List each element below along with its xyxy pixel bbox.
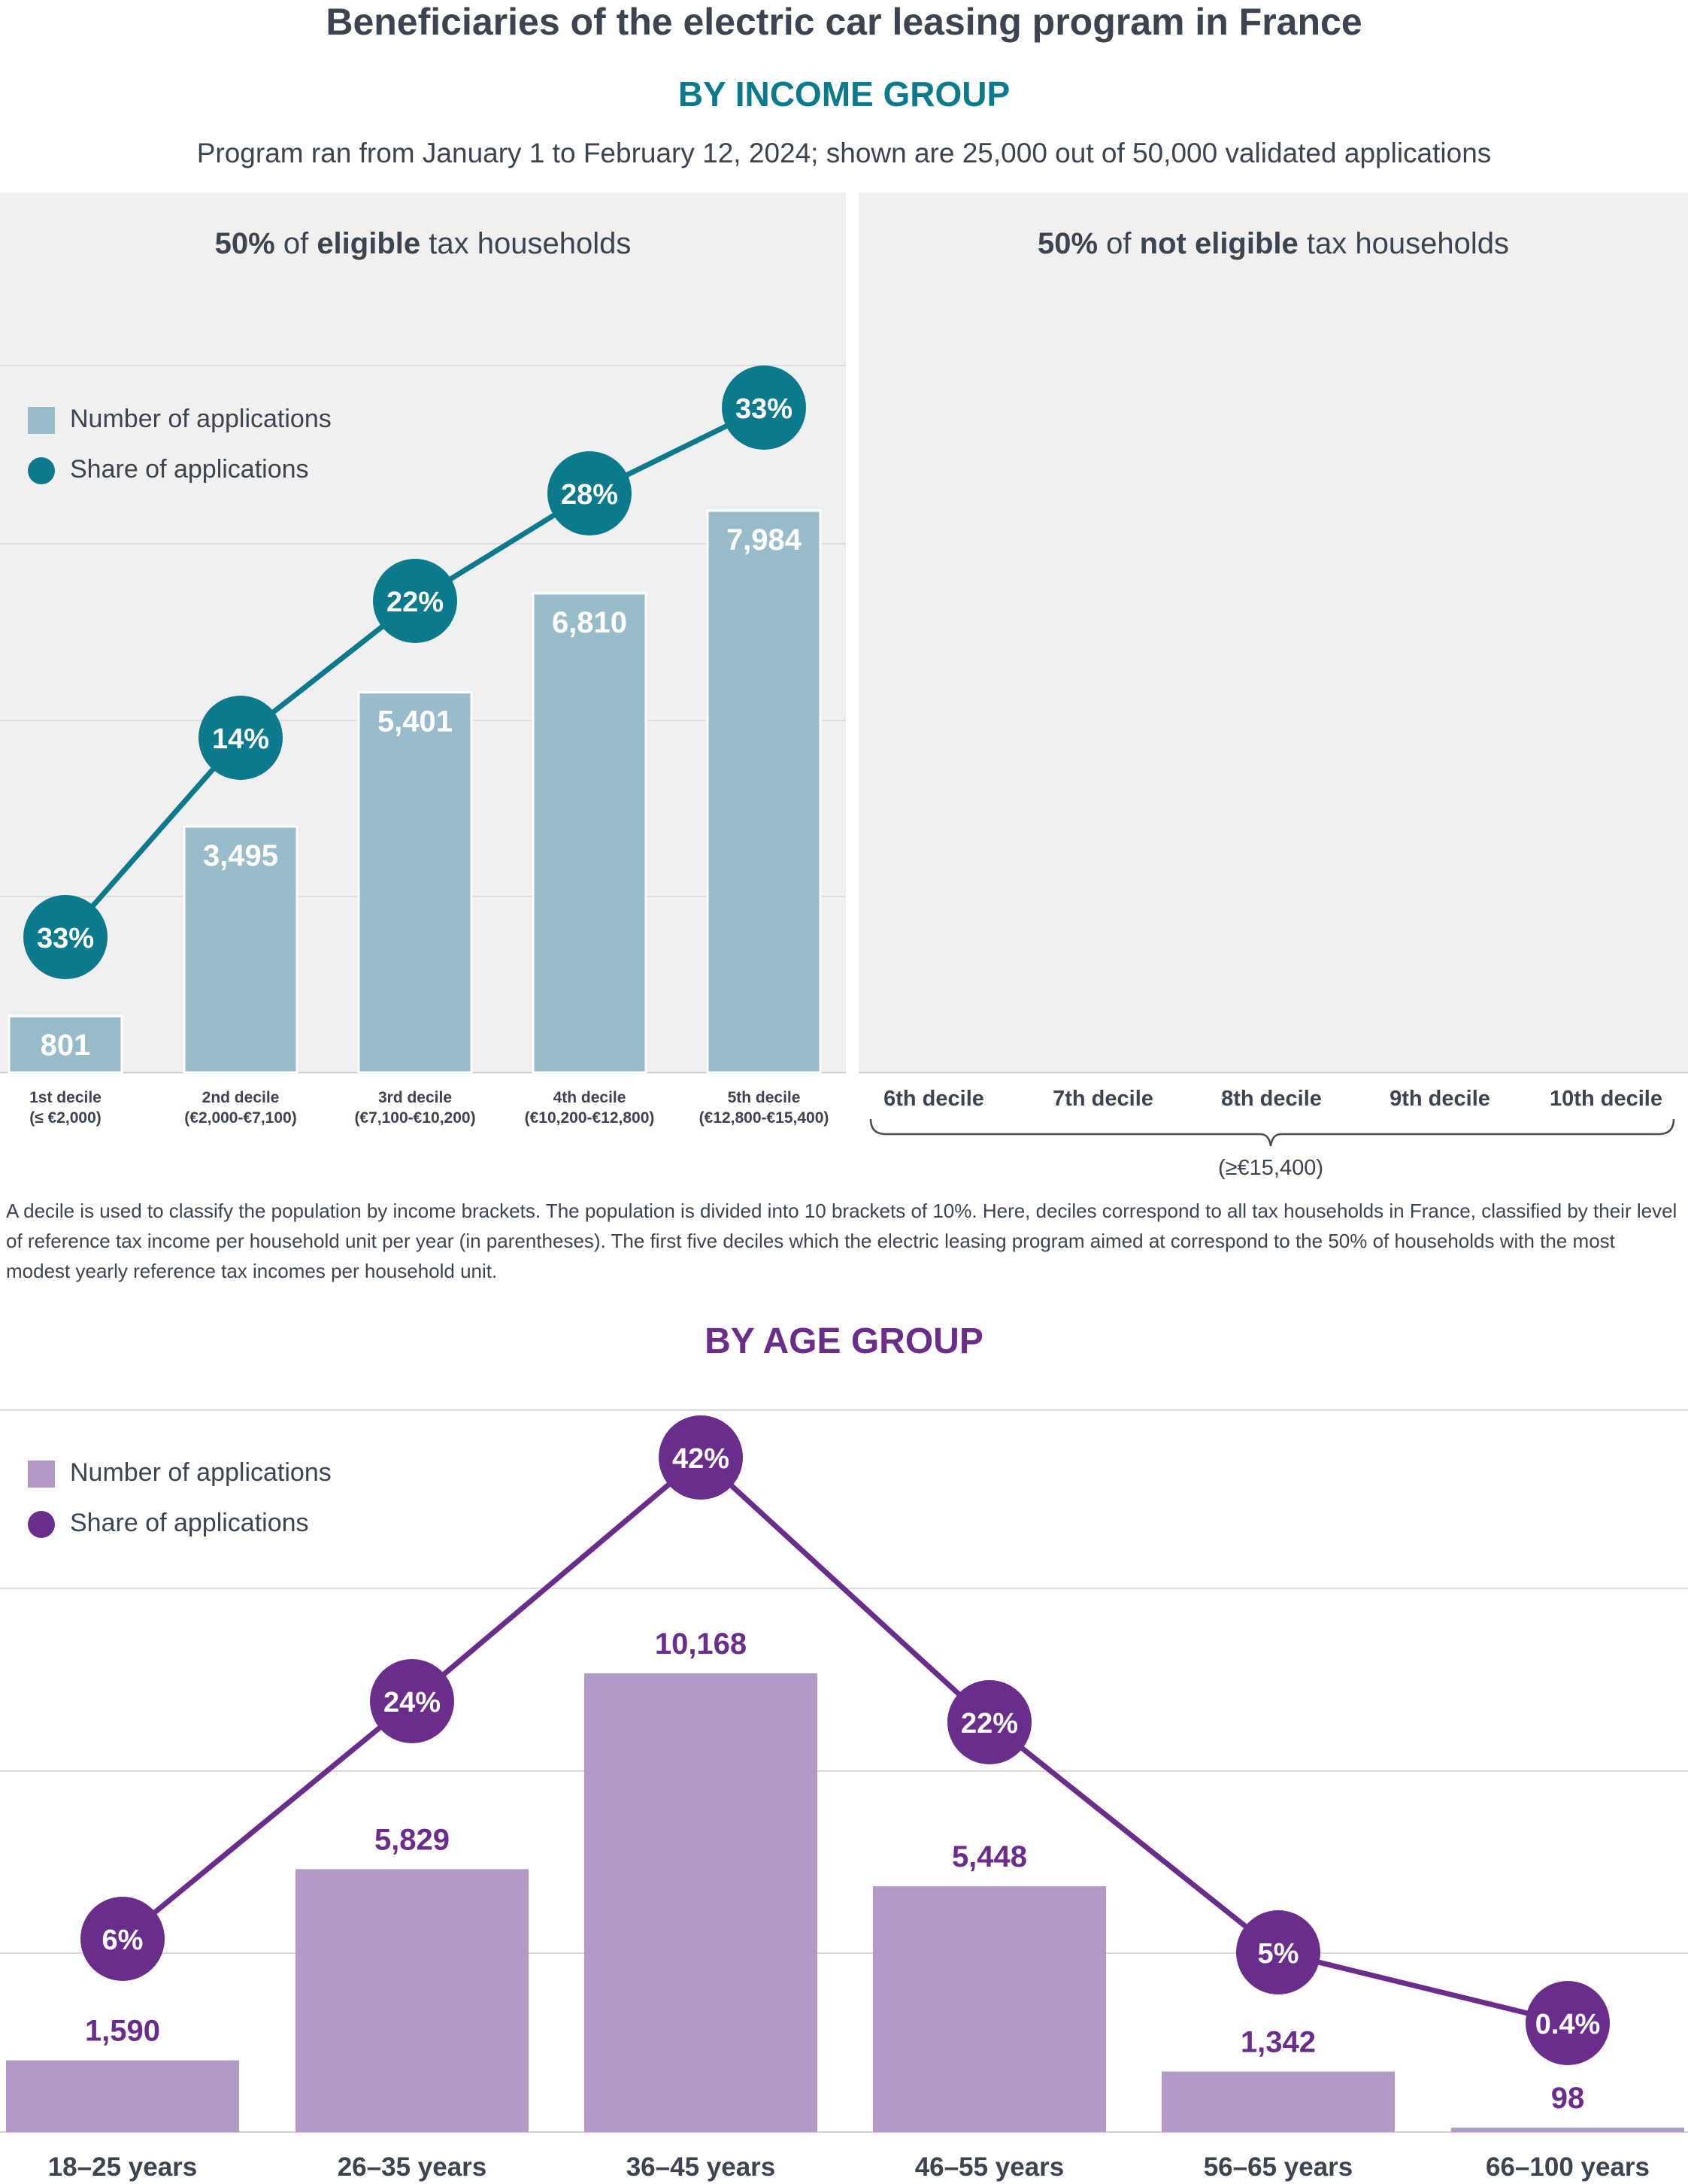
age-share-dot-2	[370, 1659, 454, 1743]
age-bar-value-5: 1,342	[1241, 2025, 1316, 2058]
not-eligible-decile-6: 6th decile	[883, 1087, 984, 1111]
age-share-value-6: 0.4%	[1535, 2009, 1601, 2040]
eligible-pre: of	[274, 227, 317, 260]
age-category-label-1: 18–25 years	[48, 2152, 198, 2182]
income-decile-range-1: (≤ €2,000)	[29, 1109, 102, 1127]
income-bar-value-4: 6,810	[552, 606, 627, 639]
income-decile-label-3: 3rd decile	[378, 1089, 452, 1106]
legend-income-bar-swatch	[28, 407, 55, 434]
not-eligible-panel-title: 50% of not eligible tax households	[859, 227, 1688, 261]
not-eligible-bracket	[869, 1118, 1675, 1147]
not-eligible-decile-7: 7th decile	[1053, 1087, 1153, 1111]
eligible-word: eligible	[317, 227, 421, 260]
income-bar-4	[532, 592, 647, 1074]
income-share-value-1: 33%	[37, 923, 94, 954]
age-share-dot-4	[947, 1680, 1032, 1764]
income-decile-label-4: 4th decile	[553, 1089, 626, 1106]
age-category-label-6: 66–100 years	[1486, 2152, 1650, 2182]
not-eligible-decile-9: 9th decile	[1389, 1087, 1490, 1111]
age-share-dot-3	[659, 1415, 743, 1500]
income-chart: 801 1st decile (≤ €2,000) 3,495 2nd decile (€…	[0, 365, 1688, 1180]
income-bar-2	[183, 825, 299, 1074]
legend-income-dot-swatch	[28, 457, 55, 484]
income-decile-range-5: (€12,800-€15,400)	[699, 1109, 829, 1127]
age-bar-4	[873, 1886, 1106, 2132]
age-share-value-4: 22%	[961, 1708, 1018, 1740]
age-share-value-1: 6%	[102, 1925, 144, 1956]
age-bar-value-1: 1,590	[85, 2015, 160, 2048]
not-eligible-panel	[859, 193, 1688, 1074]
not-eligible-bracket-label: (≥€15,400)	[1218, 1156, 1323, 1180]
age-category-label-3: 36–45 years	[626, 2152, 776, 2182]
age-bar-3	[584, 1673, 817, 2132]
legend-age-number-label: Number of applications	[70, 1458, 332, 1487]
income-share-value-5: 33%	[735, 393, 792, 425]
decile-footnote: A decile is used to classify the populat…	[6, 1200, 1677, 1282]
not-eligible-pct: 50%	[1038, 227, 1099, 260]
age-chart: 1,590 18–25 years 5,829 26–35 years 10,168 36…	[0, 1409, 1688, 2182]
legend-age-dot-swatch	[28, 1511, 55, 1538]
age-category-label-2: 26–35 years	[338, 2152, 487, 2182]
age-bar-1	[6, 2060, 239, 2132]
age-share-dot-1	[80, 1897, 165, 1981]
age-bar-5	[1162, 2071, 1395, 2132]
age-bar-value-2: 5,829	[374, 1823, 450, 1856]
chart-subtitle: Program ran from January 1 to February 1…	[196, 138, 1492, 168]
income-bar-value-5: 7,984	[726, 523, 802, 557]
income-share-value-2: 14%	[212, 723, 269, 755]
age-category-label-5: 56–65 years	[1204, 2152, 1353, 2182]
legend-income-share-label: Share of applications	[70, 455, 309, 484]
income-decile-range-2: (€2,000-€7,100)	[184, 1109, 296, 1127]
age-category-label-4: 46–55 years	[915, 2152, 1065, 2182]
income-decile-range-4: (€10,200-€12,800)	[525, 1109, 655, 1127]
income-bar-value-1: 801	[41, 1029, 91, 1062]
income-bar-value-2: 3,495	[203, 839, 278, 872]
not-eligible-post: tax households	[1298, 227, 1509, 260]
income-bar-3	[357, 691, 473, 1074]
legend-age-share-label: Share of applications	[70, 1509, 309, 1537]
income-section-heading: BY INCOME GROUP	[677, 74, 1011, 114]
income-share-value-3: 22%	[386, 587, 444, 618]
income-share-dot-1	[23, 895, 108, 979]
eligible-pct: 50%	[214, 227, 275, 260]
income-share-dot-5	[722, 366, 806, 450]
age-share-value-2: 24%	[383, 1687, 441, 1718]
income-bar-1	[8, 1015, 123, 1074]
legend-age-bar-swatch	[28, 1461, 55, 1488]
income-share-dot-3	[373, 559, 457, 643]
age-section-heading: BY AGE GROUP	[705, 1321, 983, 1361]
legend-income-number-label: Number of applications	[70, 405, 332, 433]
age-share-value-5: 5%	[1258, 1938, 1299, 1970]
chart-title: Beneficiaries of the electric car leasin…	[326, 1, 1362, 43]
eligible-post: tax households	[420, 227, 632, 260]
age-bar-value-4: 5,448	[952, 1840, 1027, 1873]
age-bar-6	[1451, 2128, 1684, 2132]
age-share-dot-6	[1526, 1981, 1610, 2065]
age-share-dot-5	[1236, 1910, 1320, 1994]
income-share-dot-4	[547, 451, 632, 535]
income-decile-range-3: (€7,100-€10,200)	[354, 1109, 475, 1127]
age-share-value-3: 42%	[672, 1443, 729, 1475]
income-decile-label-5: 5th decile	[728, 1089, 801, 1106]
age-share-line	[120, 1454, 1568, 2026]
income-decile-label-2: 2nd decile	[202, 1089, 280, 1106]
not-eligible-decile-10: 10th decile	[1550, 1087, 1662, 1111]
income-decile-label-1: 1st decile	[29, 1089, 102, 1106]
income-bar-5	[706, 509, 822, 1074]
age-bar-value-6: 98	[1551, 2082, 1585, 2115]
not-eligible-word: not eligible	[1139, 227, 1299, 260]
age-bar-2	[295, 1869, 529, 2132]
not-eligible-decile-8: 8th decile	[1221, 1087, 1322, 1111]
age-bar-value-3: 10,168	[655, 1627, 747, 1661]
income-bar-value-3: 5,401	[377, 705, 453, 739]
eligible-panel-title: 50% of eligible tax households	[0, 227, 846, 261]
income-share-value-4: 28%	[561, 479, 618, 511]
income-share-dot-2	[198, 696, 283, 780]
not-eligible-pre: of	[1098, 227, 1140, 260]
